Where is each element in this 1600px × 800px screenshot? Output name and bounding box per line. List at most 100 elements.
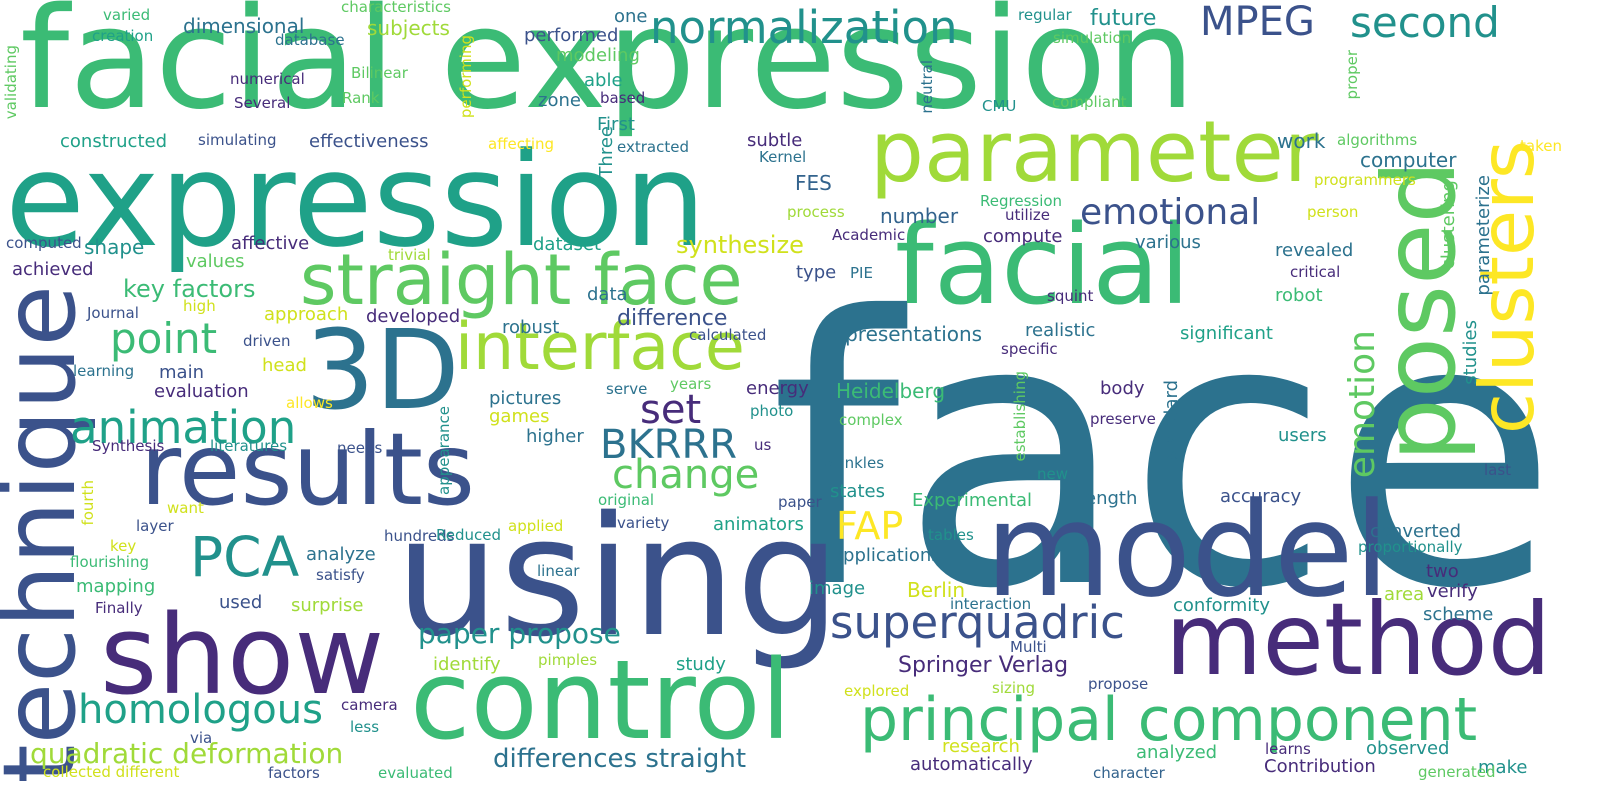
- cloud-word: creation: [92, 27, 154, 45]
- cloud-word: clustering: [1438, 180, 1459, 270]
- cloud-word: Heidelberg: [836, 379, 946, 403]
- cloud-word: surprise: [291, 595, 364, 616]
- cloud-word: facial: [895, 201, 1191, 329]
- cloud-word: Experimental: [912, 490, 1033, 511]
- cloud-word: learns: [1265, 740, 1311, 758]
- cloud-word: image: [809, 578, 866, 599]
- cloud-word: utilize: [1005, 206, 1050, 224]
- cloud-word: work: [1277, 129, 1326, 153]
- cloud-word: straight face: [300, 239, 743, 321]
- cloud-word: Regression: [980, 192, 1063, 210]
- cloud-word: set: [640, 387, 702, 433]
- cloud-word: subtle: [747, 130, 803, 151]
- cloud-word: parameter: [870, 103, 1319, 202]
- cloud-word: First: [597, 114, 635, 135]
- cloud-word: area: [1384, 584, 1425, 605]
- cloud-word: interface: [455, 310, 745, 385]
- cloud-word: mapping: [76, 576, 156, 597]
- cloud-word: establishing: [1011, 371, 1029, 462]
- cloud-word: taken: [1520, 137, 1562, 155]
- cloud-word: critical: [1290, 263, 1341, 281]
- cloud-word: MPEG: [1200, 0, 1315, 45]
- cloud-word: serve: [606, 380, 648, 398]
- cloud-word: Berlin: [907, 578, 966, 602]
- cloud-word: last: [1484, 461, 1512, 479]
- cloud-word: algorithms: [1337, 131, 1418, 149]
- cloud-word: principal component: [860, 685, 1478, 755]
- cloud-word: representations: [825, 322, 983, 346]
- cloud-word: regular: [1018, 6, 1072, 24]
- cloud-word: character: [1093, 764, 1165, 782]
- cloud-word: standard: [1161, 380, 1182, 460]
- cloud-word: person: [1307, 203, 1359, 221]
- cloud-word: significant: [1180, 323, 1273, 344]
- cloud-word: years: [670, 375, 712, 393]
- cloud-word: energy: [746, 378, 809, 399]
- cloud-word: achieved: [12, 259, 94, 280]
- cloud-word: data: [587, 284, 628, 305]
- cloud-word: flourishing: [70, 553, 149, 571]
- cloud-word: shape: [84, 235, 145, 259]
- cloud-word: research: [942, 736, 1020, 757]
- cloud-word: revealed: [1275, 240, 1354, 261]
- cloud-word: length: [1080, 488, 1138, 509]
- cloud-word: used: [219, 592, 263, 613]
- cloud-word: developed: [366, 306, 461, 327]
- cloud-word: subjects: [367, 16, 450, 40]
- cloud-word: second: [1350, 0, 1500, 47]
- cloud-word: programmers: [1314, 171, 1416, 189]
- cloud-word: Multi: [1010, 638, 1047, 656]
- cloud-word: based: [600, 89, 646, 107]
- cloud-word: neutral: [918, 60, 936, 114]
- cloud-word: converted: [1370, 521, 1462, 542]
- cloud-word: computer: [1360, 148, 1457, 172]
- cloud-word: propose: [1088, 675, 1149, 693]
- cloud-word: squint: [1047, 287, 1094, 305]
- cloud-word: evaluated: [378, 764, 453, 782]
- cloud-word: applied: [508, 517, 564, 535]
- cloud-word: point: [110, 314, 218, 363]
- cloud-word: Finally: [95, 599, 143, 617]
- cloud-word: explored: [844, 682, 910, 700]
- cloud-word: performing: [457, 35, 475, 119]
- cloud-word: 3D: [305, 306, 460, 434]
- cloud-word: quadratic deformation: [30, 737, 344, 770]
- cloud-word: dataset: [533, 234, 602, 255]
- cloud-word: tables: [928, 526, 974, 544]
- cloud-word: hundreds: [384, 527, 455, 545]
- cloud-word: model: [985, 474, 1390, 626]
- cloud-word: preserve: [1090, 410, 1156, 428]
- cloud-word: evaluation: [154, 381, 249, 402]
- cloud-word: Kernel: [759, 148, 807, 166]
- cloud-word: key: [110, 537, 137, 555]
- cloud-word: trivial: [388, 246, 431, 264]
- cloud-word: make: [1478, 757, 1528, 778]
- cloud-word: homologous: [78, 687, 323, 733]
- cloud-word: head: [262, 355, 307, 376]
- cloud-word: robot: [1275, 285, 1323, 306]
- cloud-word: zone: [538, 90, 581, 111]
- cloud-word: via: [190, 729, 213, 747]
- cloud-word: two: [1426, 561, 1459, 582]
- cloud-word: key factors: [123, 275, 256, 303]
- cloud-word: PCA: [190, 525, 300, 589]
- cloud-word: expression: [5, 124, 707, 276]
- cloud-word: applications: [832, 545, 941, 566]
- cloud-word: analyzed: [1136, 742, 1218, 763]
- cloud-word: compliant: [1052, 93, 1127, 111]
- cloud-word: complex: [839, 411, 903, 429]
- cloud-word: analyze: [306, 544, 376, 565]
- cloud-word: needs: [337, 439, 383, 457]
- cloud-word: pimples: [538, 651, 598, 669]
- cloud-word: facial expression: [20, 0, 1196, 141]
- cloud-word: number: [880, 204, 959, 228]
- cloud-word: CMU: [982, 97, 1017, 115]
- cloud-word: driven: [243, 332, 291, 350]
- cloud-word: PIE: [850, 264, 873, 282]
- cloud-word: emotion: [1342, 330, 1383, 479]
- cloud-word: performed: [524, 25, 619, 46]
- cloud-word: future: [1090, 6, 1157, 31]
- cloud-word: using: [395, 481, 841, 673]
- cloud-word: states: [830, 481, 885, 502]
- cloud-word: approach: [264, 304, 349, 325]
